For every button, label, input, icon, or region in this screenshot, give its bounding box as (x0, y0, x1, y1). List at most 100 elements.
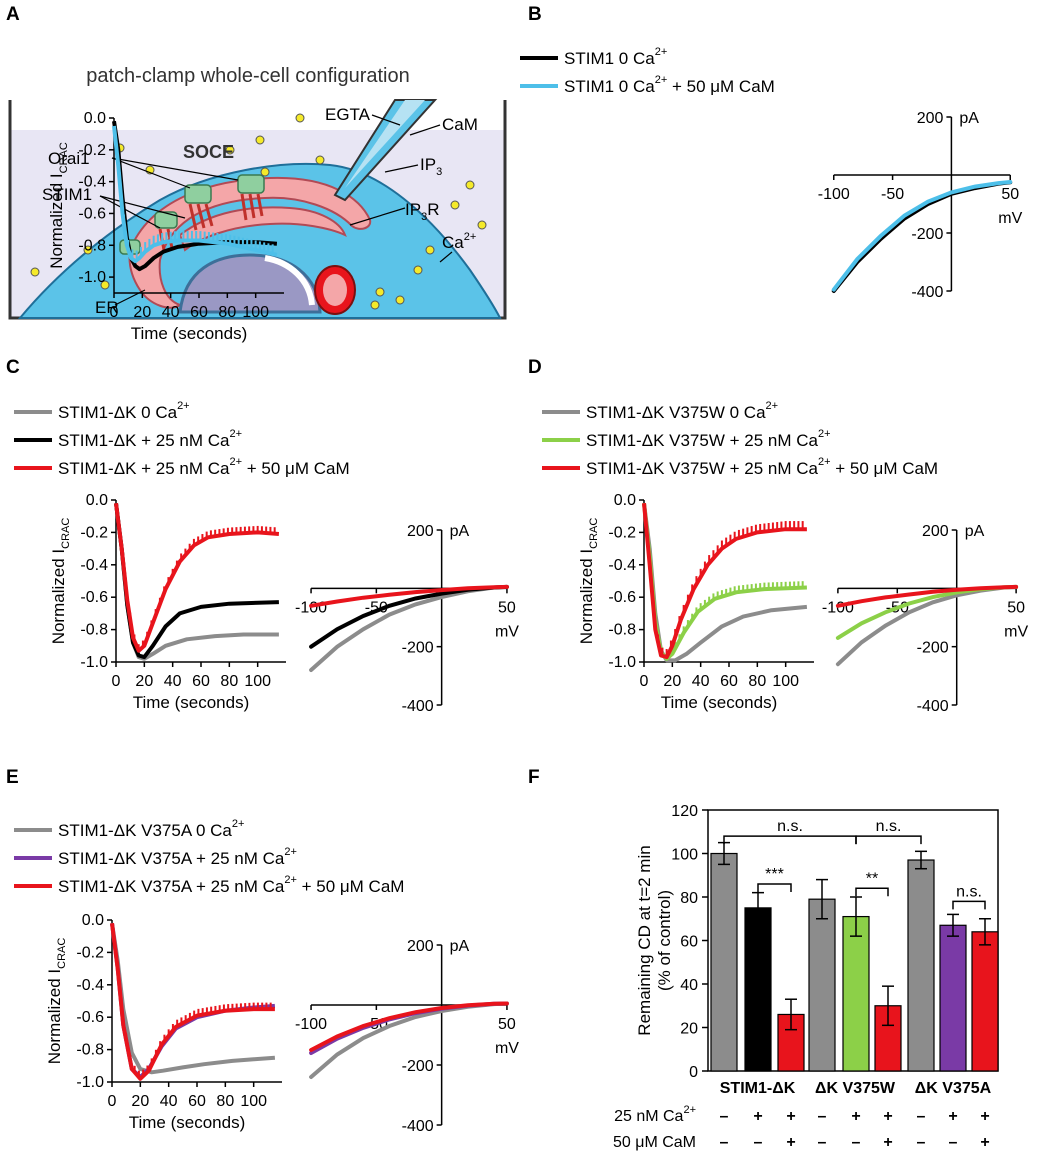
calcium-ion (225, 145, 235, 155)
y-tick-label: 40 (680, 977, 698, 994)
condition-sign: + (980, 1134, 989, 1151)
series-line-cam (110, 922, 275, 1081)
legend-entry: STIM1-ΔK + 25 nM Ca2+ (58, 428, 242, 450)
legend-entry: STIM1-ΔK V375A + 25 nM Ca2+ + 50 μM CaM (58, 874, 404, 896)
iv-x-tick-label: 50 (1001, 186, 1019, 203)
x-axis-label: Time (seconds) (129, 1113, 246, 1132)
series-line-ca (642, 502, 807, 661)
endoplasmic-reticulum (128, 176, 372, 309)
condition-sign: – (917, 1134, 926, 1151)
y-tick-label: 20 (680, 1021, 698, 1038)
condition-sign: – (818, 1108, 827, 1125)
condition-row-label: 50 μM CaM (613, 1134, 696, 1151)
x-tick-label: 80 (220, 673, 238, 690)
group-label: STIM1-ΔK (720, 1080, 796, 1097)
calcium-ion (295, 113, 305, 123)
iv-x-unit: mV (1004, 623, 1028, 640)
significance-bracket (723, 835, 857, 845)
panel-a: A patch-clamp whole-cell configuration (6, 4, 507, 320)
legend-entry: STIM1-ΔK V375W + 25 nM Ca2+ + 50 μM CaM (586, 456, 938, 478)
significance-label: *** (765, 866, 784, 883)
legend-entry: STIM1-ΔK V375A + 25 nM Ca2+ (58, 846, 297, 868)
legend-entry: STIM1-ΔK 0 Ca2+ (58, 400, 190, 422)
iv-curve-ca (309, 584, 509, 649)
x-tick-label: 20 (133, 304, 151, 321)
iv-y-tick-label: -400 (402, 1118, 434, 1135)
ip3r-label: IP3R (405, 200, 439, 223)
panel-b-iv-curve: -100 -50 50 mV 200 -200 -400 pA (818, 110, 1023, 301)
calcium-ion (315, 155, 325, 165)
calcium-ion (375, 287, 385, 297)
panel-c-time-course: 0.0 -0.2 -0.4 -0.6 -0.8 -1.00 20 40 60 80 100 Time … (49, 492, 286, 712)
y-tick-label: -0.8 (608, 622, 636, 639)
condition-sign: – (949, 1134, 958, 1151)
iv-x-tick-label: 50 (1007, 599, 1025, 616)
iv-curve-cam (831, 180, 1013, 292)
panel-e-letter: E (6, 767, 19, 788)
iv-y-unit: pA (450, 523, 470, 540)
legend-entry: STIM1-ΔK V375W + 25 nM Ca2+ (586, 428, 831, 450)
iv-y-tick-label: -400 (917, 698, 949, 715)
x-axis-label: Time (seconds) (661, 693, 778, 712)
bar (744, 907, 772, 1072)
condition-sign: – (852, 1134, 861, 1151)
legend-entry: STIM1-ΔK + 25 nM Ca2+ + 50 μM CaM (58, 456, 350, 478)
calcium-ion (260, 167, 270, 177)
x-tick-label: 80 (218, 304, 236, 321)
y-tick-label: -0.4 (76, 977, 104, 994)
series-line-cam (114, 502, 280, 653)
nuclear-envelope-highlight (264, 255, 315, 306)
series-line-cam (642, 503, 807, 660)
y-tick-label: -0.2 (80, 524, 108, 541)
panel-a-letter: A (6, 4, 20, 25)
y-tick-label: -1.0 (80, 654, 108, 671)
x-tick-label: 100 (772, 673, 799, 690)
y-tick-label: -0.2 (608, 524, 636, 541)
calcium-ion (395, 295, 405, 305)
significance-label: ** (866, 870, 878, 887)
y-axis-label: Normalized ICRAC (47, 142, 70, 269)
iv-x-tick-label: -100 (295, 599, 327, 616)
orai1-label: Orai1 (48, 149, 90, 168)
bar (710, 852, 738, 1072)
panel-b-legend: STIM1 0 Ca2+ STIM1 0 Ca2+ + 50 μM CaM (520, 46, 775, 96)
y-tick-label: -0.6 (76, 1009, 104, 1026)
y-tick-label: -0.6 (608, 589, 636, 606)
x-tick-label: 60 (720, 673, 738, 690)
y-tick-label: -1.0 (76, 1074, 104, 1091)
iv-y-tick-label: -400 (402, 698, 434, 715)
condition-sign: + (948, 1108, 957, 1125)
legend-entry: STIM1 0 Ca2+ + 50 μM CaM (564, 74, 775, 96)
y-tick-label: -0.2 (78, 142, 106, 159)
y-tick-label: -0.2 (76, 944, 104, 961)
x-tick-label: 40 (162, 304, 180, 321)
iv-x-tick-label: -100 (295, 1016, 327, 1033)
er-label: ER (95, 298, 119, 317)
significance-bracket (855, 835, 922, 845)
bar (939, 924, 967, 1072)
condition-sign: + (753, 1108, 762, 1125)
x-tick-label: 20 (131, 1093, 149, 1110)
y-axis-label: Normalized ICRAC (577, 518, 600, 645)
x-tick-label: 100 (240, 1093, 267, 1110)
x-tick-label: 60 (188, 1093, 206, 1110)
iv-x-unit: mV (495, 1040, 519, 1057)
y-tick-label: -0.6 (78, 205, 106, 222)
condition-sign: + (883, 1134, 892, 1151)
calcium-ion (30, 267, 40, 277)
iv-y-tick-label: -200 (911, 226, 943, 243)
y-tick-label: -0.4 (608, 557, 636, 574)
significance-label: n.s. (777, 818, 803, 835)
y-tick-label: -0.8 (78, 237, 106, 254)
iv-curve-cam (309, 584, 509, 608)
y-tick-label: -1.0 (608, 654, 636, 671)
x-tick-label: 60 (190, 304, 208, 321)
y-tick-label: 60 (680, 934, 698, 951)
condition-sign: – (917, 1108, 926, 1125)
mitochondrion-matrix (323, 274, 347, 306)
bar (842, 915, 870, 1072)
panel-d-letter: D (528, 357, 542, 378)
